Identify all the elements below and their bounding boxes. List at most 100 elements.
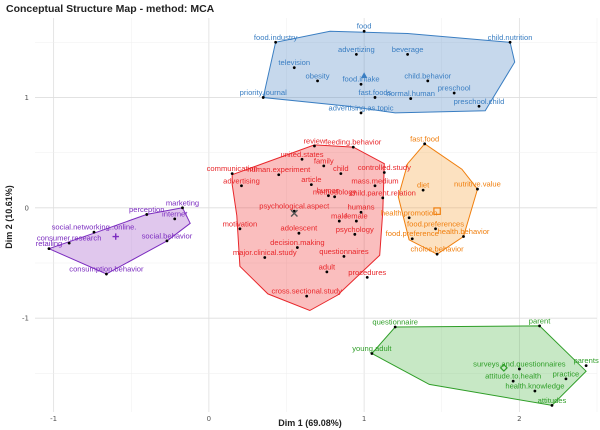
point-label: advertising bbox=[223, 176, 260, 185]
point-label: psychological.aspect bbox=[259, 202, 330, 211]
cluster-hull bbox=[47, 207, 191, 275]
data-point bbox=[426, 79, 430, 83]
point-label: decision.making bbox=[270, 238, 324, 247]
data-point bbox=[305, 294, 309, 298]
point-label: procedures bbox=[348, 268, 386, 277]
point-label: retailing bbox=[36, 239, 63, 248]
data-point bbox=[365, 275, 369, 279]
data-point bbox=[584, 364, 588, 368]
data-point bbox=[538, 324, 541, 328]
point-label: health.promotion bbox=[381, 208, 438, 217]
data-point bbox=[359, 210, 363, 214]
point-label: surveys.and.questionnaires bbox=[473, 359, 566, 368]
point-label: motivation bbox=[223, 219, 258, 228]
point-label: choice.behavior bbox=[410, 245, 464, 254]
point-label: food.industry bbox=[254, 33, 298, 42]
point-label: cross.sectional.study bbox=[271, 287, 342, 296]
data-point bbox=[309, 183, 313, 187]
data-point bbox=[297, 231, 301, 235]
y-tick-label: 1 bbox=[25, 94, 29, 102]
point-label: child.nutrition bbox=[488, 33, 533, 42]
data-point bbox=[382, 171, 386, 174]
x-tick-label: -1 bbox=[50, 415, 57, 423]
data-point bbox=[393, 325, 397, 329]
point-label: male bbox=[331, 212, 347, 221]
point-label: united.states bbox=[280, 150, 323, 159]
y-tick-label: 0 bbox=[25, 204, 29, 212]
point-label: preschool.child bbox=[454, 97, 505, 106]
point-label: child.behavior bbox=[404, 71, 451, 80]
data-point bbox=[362, 29, 366, 33]
data-point bbox=[277, 173, 281, 177]
data-point bbox=[435, 252, 439, 256]
point-label: consumer.research bbox=[37, 234, 102, 243]
point-label: attitude.to.health bbox=[485, 372, 541, 381]
data-point bbox=[359, 111, 363, 115]
point-label: health.behavior bbox=[438, 227, 490, 236]
data-point bbox=[406, 53, 409, 56]
point-label: preschool bbox=[438, 84, 471, 93]
point-label: attitudes bbox=[538, 396, 567, 405]
axis-ticks: -1 0 1 2 -1 0 1 bbox=[22, 94, 522, 423]
data-point bbox=[359, 82, 363, 86]
data-point bbox=[550, 403, 554, 407]
point-label: marketing bbox=[166, 198, 199, 207]
data-point bbox=[105, 272, 108, 276]
data-point bbox=[373, 184, 377, 188]
data-point bbox=[295, 246, 299, 249]
data-point bbox=[92, 230, 96, 234]
point-label: psychology bbox=[336, 225, 374, 234]
data-point bbox=[238, 227, 242, 231]
point-label: questionnaire bbox=[372, 318, 418, 327]
data-point bbox=[337, 219, 341, 223]
data-point bbox=[145, 213, 149, 216]
data-point bbox=[173, 217, 177, 221]
point-label: human.experiment bbox=[247, 165, 311, 174]
cluster-hull bbox=[231, 144, 385, 312]
data-point bbox=[533, 389, 537, 393]
point-label: major.clinical.study bbox=[233, 248, 297, 257]
data-point bbox=[47, 247, 51, 251]
cluster-centroid bbox=[112, 233, 119, 240]
point-label: humans bbox=[348, 203, 375, 212]
point-label: consumption.behavior bbox=[69, 265, 144, 274]
point-labels: food food.industry child.nutrition advertiz… bbox=[36, 22, 599, 405]
cluster-hull bbox=[262, 30, 516, 114]
data-point bbox=[261, 96, 265, 99]
data-point bbox=[230, 172, 234, 176]
point-label: child.parent.relation bbox=[350, 188, 416, 197]
point-label: diet bbox=[417, 181, 430, 190]
data-point bbox=[564, 377, 568, 381]
point-label: young.adult bbox=[352, 344, 392, 353]
point-label: health.knowledge bbox=[505, 382, 564, 391]
cluster-centroid bbox=[290, 209, 298, 218]
grid-layer bbox=[35, 18, 598, 412]
point-label: mass.medium bbox=[351, 176, 398, 185]
data-point bbox=[300, 157, 304, 161]
point-label: priority.journal bbox=[240, 88, 287, 97]
data-point bbox=[342, 254, 346, 258]
point-label: methodology bbox=[313, 187, 357, 196]
point-label: parents bbox=[573, 356, 599, 365]
y-tick-label: -1 bbox=[22, 315, 29, 323]
data-point bbox=[274, 40, 278, 44]
data-point bbox=[67, 241, 71, 245]
x-tick-label: 0 bbox=[207, 415, 211, 423]
point-label: advertizing bbox=[338, 45, 375, 54]
point-label: female bbox=[345, 212, 368, 221]
data-point bbox=[476, 187, 479, 191]
point-label: child bbox=[333, 164, 349, 173]
cluster-centroid bbox=[499, 363, 508, 372]
point-label: obesity bbox=[306, 71, 330, 80]
x-axis-title: Dim 1 (69.08%) bbox=[278, 418, 342, 428]
data-point bbox=[316, 79, 319, 83]
data-point bbox=[511, 379, 515, 383]
cluster-hulls bbox=[47, 30, 587, 406]
point-label: social.behavior bbox=[142, 231, 193, 240]
data-point bbox=[333, 195, 337, 199]
point-label: beverage bbox=[392, 45, 424, 54]
data-point bbox=[292, 66, 296, 70]
point-label: internet bbox=[162, 209, 188, 218]
point-label: article bbox=[301, 175, 321, 184]
